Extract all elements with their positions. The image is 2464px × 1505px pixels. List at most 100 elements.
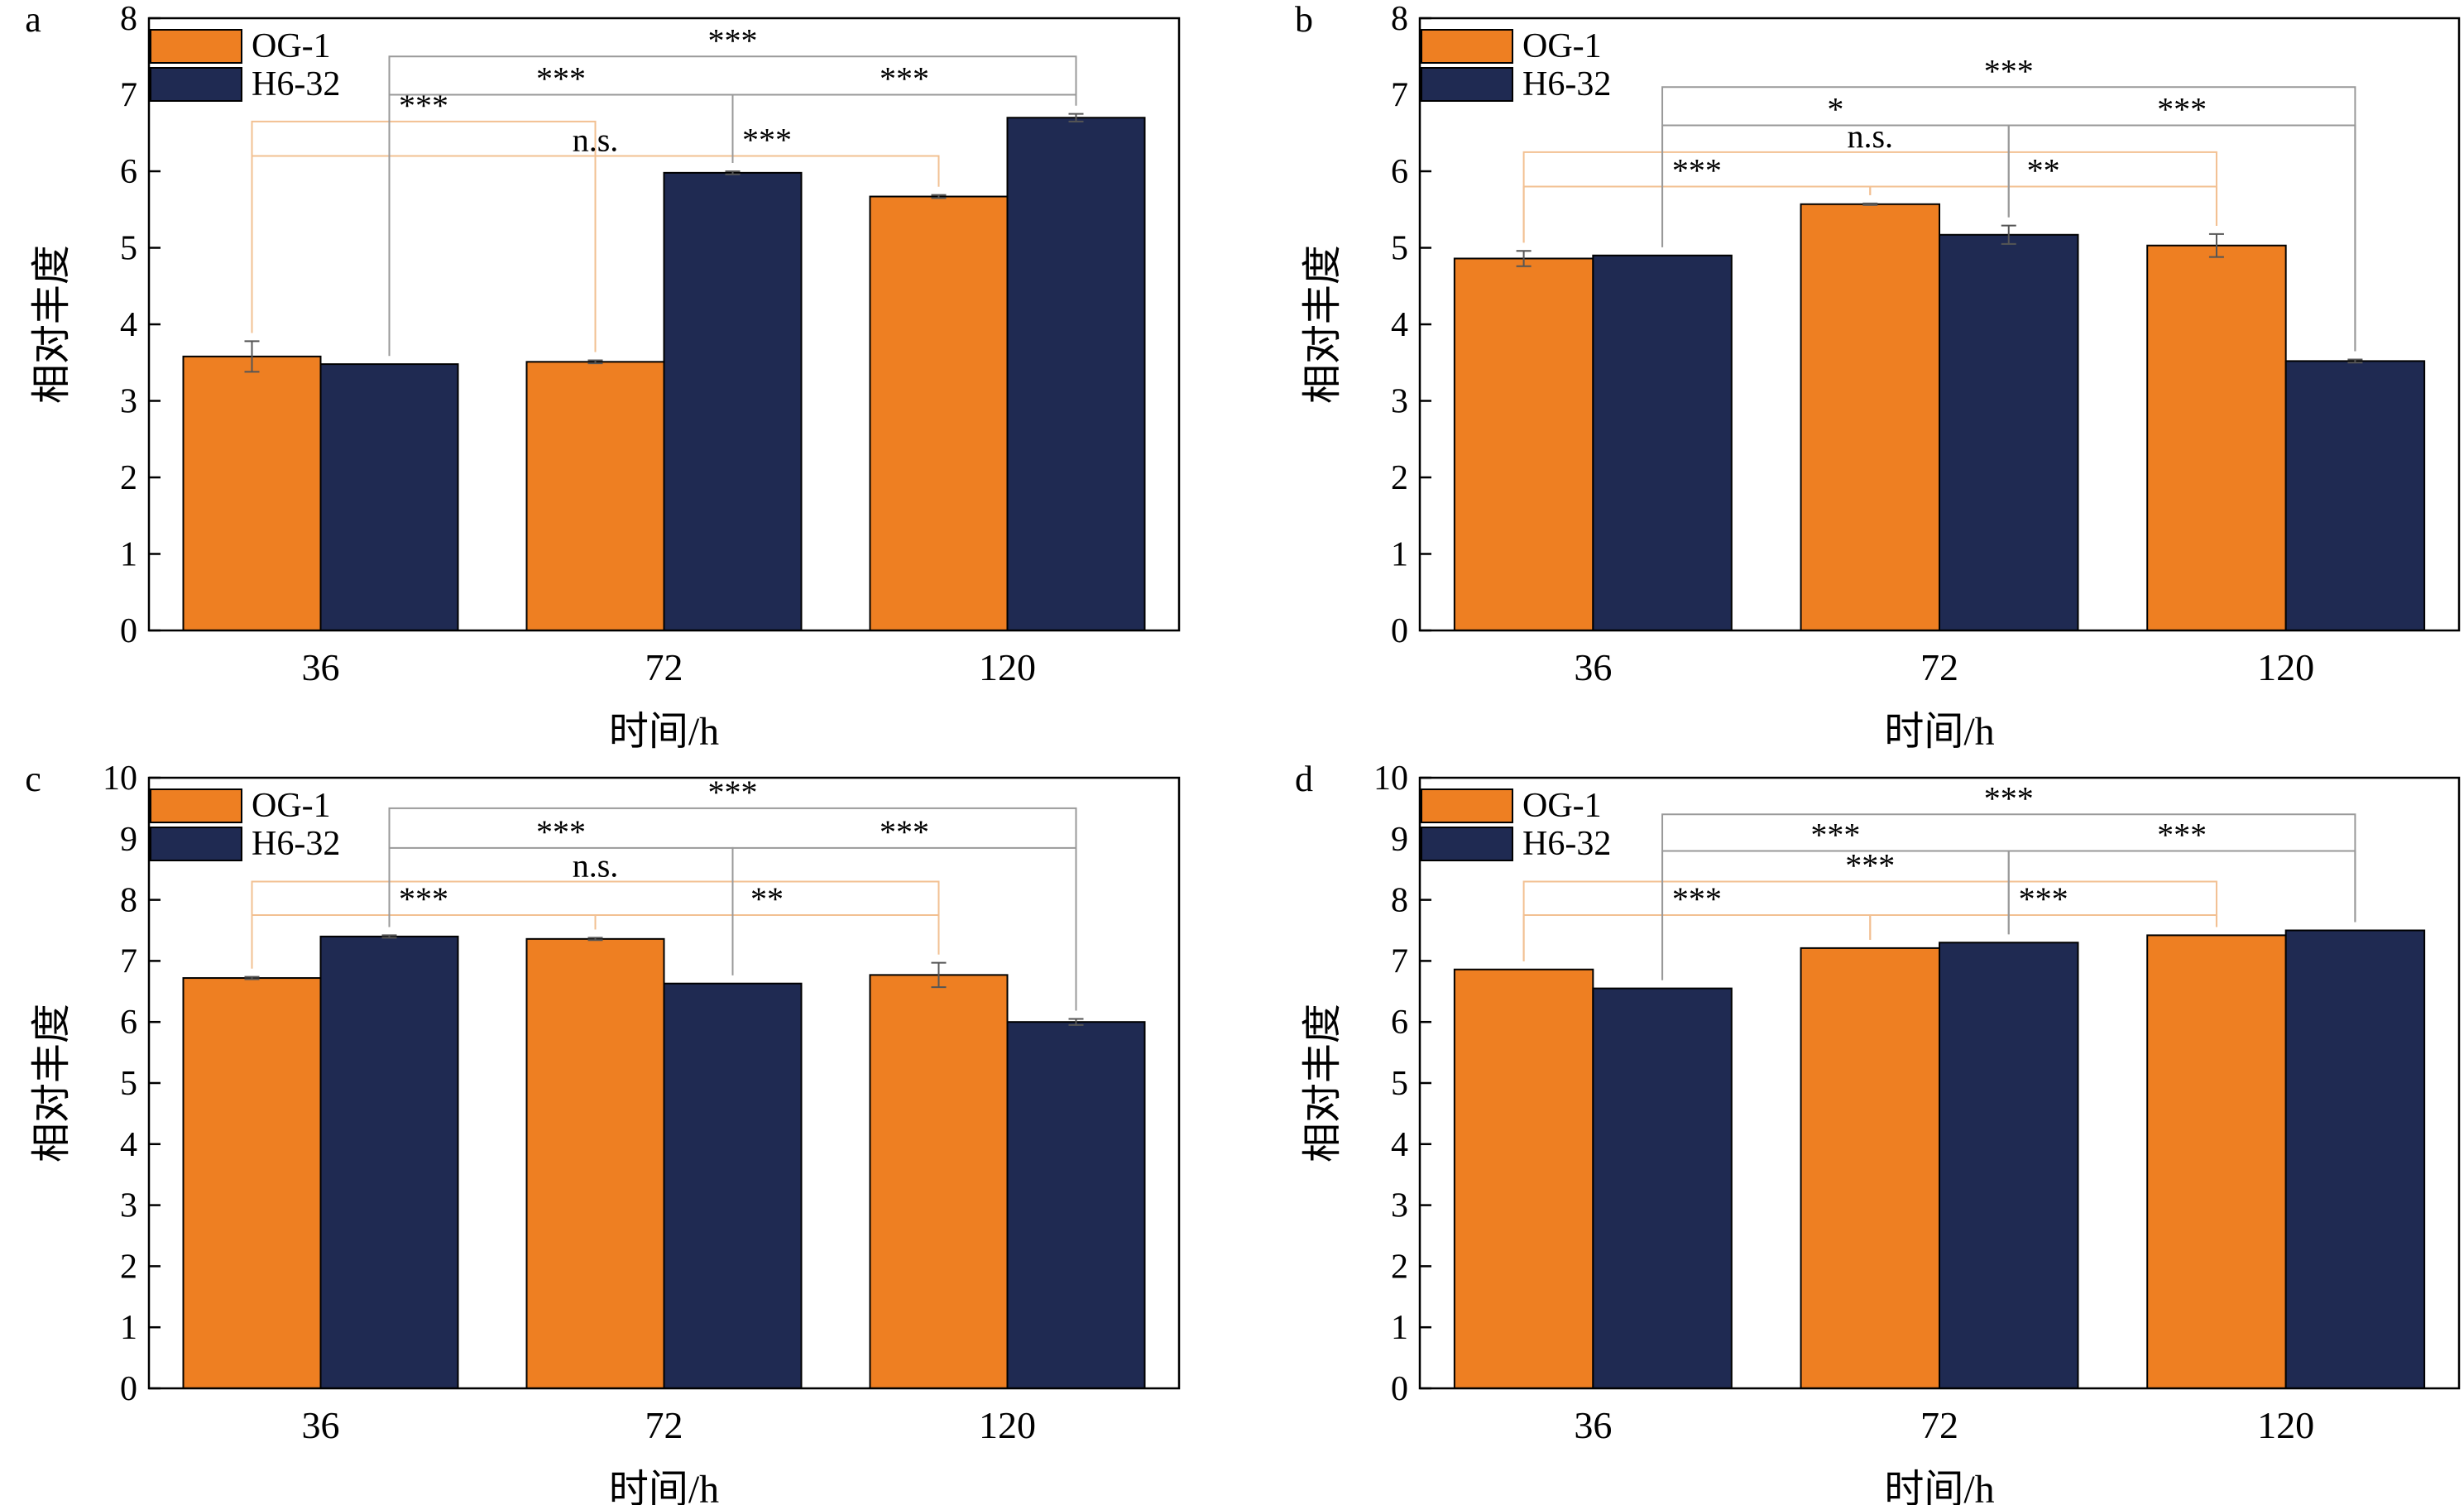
error-bar-OG-1-72 xyxy=(587,359,603,365)
y-tick-label: 4 xyxy=(120,306,137,344)
bar-H6-32-72 xyxy=(663,171,803,632)
y-tick-label: 8 xyxy=(1391,882,1408,920)
legend-label: OG-1 xyxy=(1522,787,1602,825)
significance-label: n.s. xyxy=(573,122,619,159)
y-tick-label: 6 xyxy=(120,153,137,191)
y-axis-label: 相对丰度 xyxy=(30,1004,74,1162)
y-tick-label: 0 xyxy=(120,612,137,650)
significance-label: *** xyxy=(2157,817,2207,854)
significance-label: * xyxy=(1827,91,1843,128)
significance-label: *** xyxy=(2019,880,2069,918)
error-bar-OG-1-120 xyxy=(931,194,947,199)
y-tick-label: 7 xyxy=(120,77,137,115)
bar-OG-1-120 xyxy=(869,974,1009,1390)
legend-swatch-H6-32 xyxy=(150,827,242,861)
error-bar-H6-32-120 xyxy=(1068,113,1084,122)
bar-H6-32-36 xyxy=(319,363,459,631)
y-tick-label: 3 xyxy=(1391,383,1408,421)
error-bar-OG-1-36 xyxy=(1516,250,1532,267)
y-tick-label: 8 xyxy=(120,0,137,38)
y-tick-label: 10 xyxy=(1373,760,1408,798)
significance-label: *** xyxy=(880,60,929,98)
bar-H6-32-36 xyxy=(319,935,459,1389)
bar-H6-32-72 xyxy=(663,982,803,1390)
panel-letter: c xyxy=(25,759,41,799)
x-axis-label: 时间/h xyxy=(609,1468,719,1505)
significance-bracket xyxy=(594,914,940,955)
x-tick-label: 36 xyxy=(1574,646,1612,688)
significance-label: *** xyxy=(880,813,929,851)
y-tick-label: 10 xyxy=(103,760,137,798)
y-tick-label: 1 xyxy=(120,536,137,574)
bar-OG-1-120 xyxy=(869,195,1009,631)
panel-letter: b xyxy=(1295,0,1313,40)
legend-swatch-OG-1 xyxy=(1421,29,1513,64)
bar-H6-32-36 xyxy=(1592,987,1733,1389)
y-axis-label: 相对丰度 xyxy=(30,245,74,404)
legend-label: H6-32 xyxy=(1522,65,1611,103)
error-bar-OG-1-36 xyxy=(244,975,260,980)
significance-label: *** xyxy=(399,87,448,124)
significance-label: *** xyxy=(399,880,448,918)
y-tick-label: 1 xyxy=(1391,536,1408,574)
error-bar-H6-32-120 xyxy=(2347,358,2363,364)
significance-bracket xyxy=(1869,914,2217,940)
significance-label: *** xyxy=(1984,52,2034,89)
legend-swatch-OG-1 xyxy=(150,29,242,64)
x-axis-label: 时间/h xyxy=(1884,1468,1994,1505)
significance-label: *** xyxy=(708,774,758,811)
x-tick-label: 72 xyxy=(1920,646,1958,688)
significance-label: *** xyxy=(2157,91,2207,128)
significance-label: ** xyxy=(2027,152,2060,189)
y-tick-label: 7 xyxy=(120,942,137,980)
significance-label: ** xyxy=(750,880,784,918)
bar-H6-32-72 xyxy=(1939,942,2079,1389)
bar-H6-32-120 xyxy=(2284,929,2426,1389)
y-tick-label: 5 xyxy=(120,230,137,268)
error-bar-H6-32-36 xyxy=(381,934,397,939)
legend-label: H6-32 xyxy=(1522,825,1611,863)
y-tick-label: 9 xyxy=(120,821,137,859)
x-tick-label: 120 xyxy=(979,1404,1036,1446)
y-tick-label: 7 xyxy=(1391,77,1408,115)
y-tick-label: 2 xyxy=(120,1248,137,1286)
bar-OG-1-36 xyxy=(1453,968,1594,1390)
significance-label: n.s. xyxy=(1847,117,1893,155)
legend-swatch-H6-32 xyxy=(150,67,242,102)
legend-swatch-OG-1 xyxy=(1421,788,1513,823)
y-tick-label: 0 xyxy=(1391,612,1408,650)
legend-swatch-OG-1 xyxy=(150,788,242,823)
x-tick-label: 120 xyxy=(979,646,1036,688)
error-bar-H6-32-120 xyxy=(1068,1018,1084,1026)
y-tick-label: 2 xyxy=(1391,459,1408,497)
x-tick-label: 72 xyxy=(1920,1404,1958,1446)
significance-bracket xyxy=(2007,124,2356,352)
error-bar-H6-32-72 xyxy=(2001,224,2016,245)
y-tick-label: 4 xyxy=(1391,306,1408,344)
bar-OG-1-36 xyxy=(1453,257,1594,631)
y-tick-label: 0 xyxy=(1391,1370,1408,1408)
y-tick-label: 3 xyxy=(120,383,137,421)
error-bar-H6-32-72 xyxy=(725,170,741,175)
significance-label: *** xyxy=(1984,779,2034,817)
bar-OG-1-72 xyxy=(1800,203,1941,631)
x-tick-label: 120 xyxy=(2257,646,2314,688)
error-bar-OG-1-120 xyxy=(931,961,947,989)
significance-bracket xyxy=(2007,850,2356,935)
x-axis-label: 时间/h xyxy=(1884,710,1994,754)
error-bar-OG-1-120 xyxy=(2208,232,2224,258)
significance-label: *** xyxy=(536,60,586,98)
y-tick-label: 1 xyxy=(1391,1309,1408,1347)
x-tick-label: 36 xyxy=(302,1404,340,1446)
y-axis-label: 相对丰度 xyxy=(1301,245,1345,404)
legend-label: H6-32 xyxy=(252,65,340,103)
bar-OG-1-36 xyxy=(182,977,322,1389)
y-tick-label: 3 xyxy=(120,1187,137,1225)
bar-OG-1-36 xyxy=(182,355,322,631)
y-tick-label: 4 xyxy=(1391,1126,1408,1164)
y-tick-label: 9 xyxy=(1391,821,1408,859)
panel-letter: d xyxy=(1295,759,1313,799)
